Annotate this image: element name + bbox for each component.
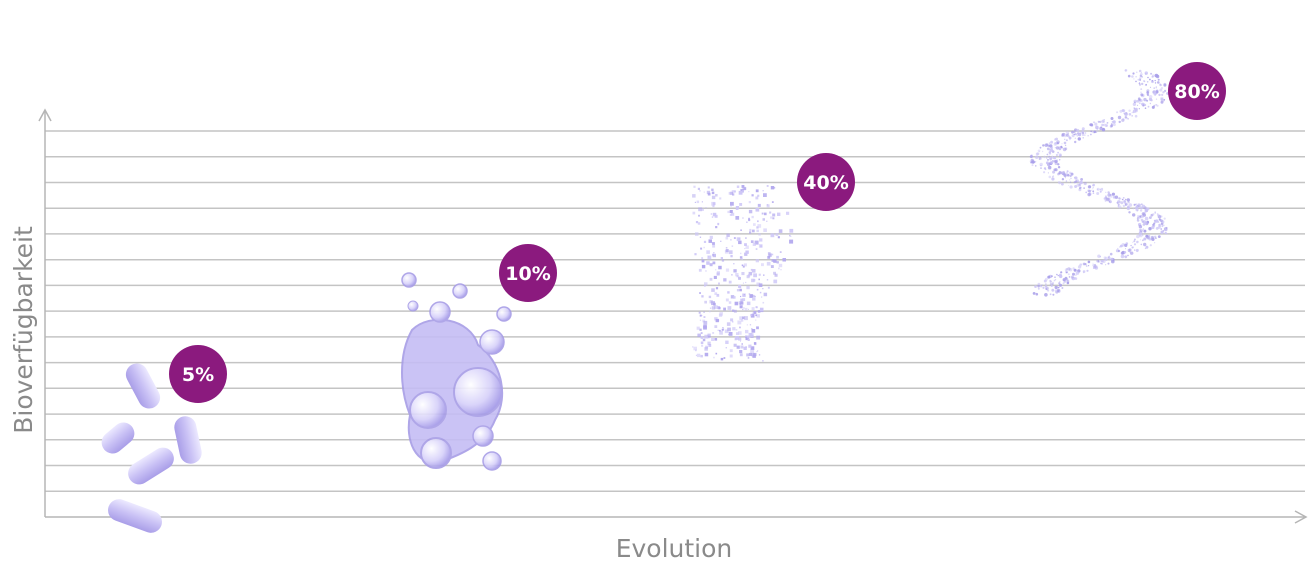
data-point-40: 40%	[797, 153, 855, 211]
x-axis-label: Evolution	[616, 534, 733, 563]
data-point-5: 5%	[169, 345, 227, 403]
fine-powder-helix-icon	[1029, 69, 1172, 297]
data-label-5: 5%	[182, 364, 214, 386]
powder-particles-icon	[692, 185, 794, 362]
x-axis	[45, 510, 1308, 524]
y-axis-label: Bioverfügbarkeit	[9, 226, 38, 434]
data-point-80: 80%	[1168, 62, 1226, 120]
capsules-icon	[101, 363, 202, 533]
data-point-10: 10%	[499, 244, 557, 302]
data-label-10: 10%	[505, 263, 550, 285]
data-label-80: 80%	[1174, 81, 1219, 103]
y-axis	[38, 108, 52, 517]
data-label-40: 40%	[803, 172, 848, 194]
gridlines	[45, 130, 1305, 493]
liquid-droplets-icon	[401, 272, 512, 471]
